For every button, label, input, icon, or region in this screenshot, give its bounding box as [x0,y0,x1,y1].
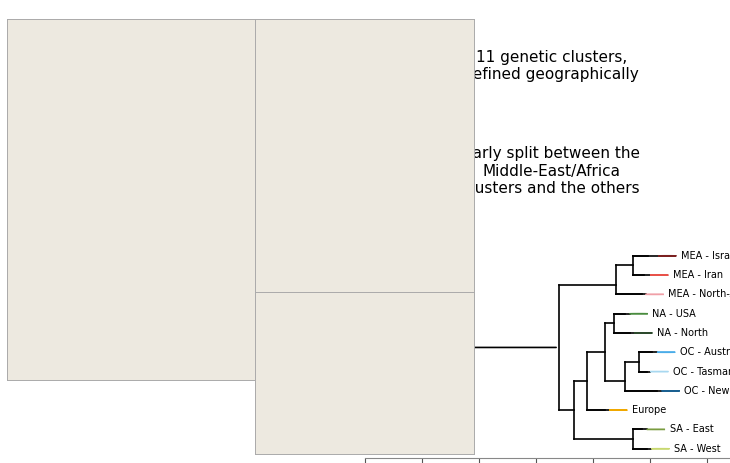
Text: Europe: Europe [632,405,666,415]
Text: NA - USA: NA - USA [653,309,696,319]
Text: Early split between the
Middle-East/Africa
clusters and the others: Early split between the Middle-East/Afri… [462,146,640,196]
Text: SA - East: SA - East [669,425,713,434]
Text: MEA - Israel: MEA - Israel [681,251,730,261]
Text: OC - Australia: OC - Australia [680,347,730,357]
Text: 11 genetic clusters,
defined geographically: 11 genetic clusters, defined geographica… [464,50,639,82]
Text: Z.ardabiliae (Za17): Z.ardabiliae (Za17) [371,351,458,361]
Text: SA - West: SA - West [674,444,721,454]
Text: OC - Tasmania: OC - Tasmania [673,367,730,376]
Text: NA - North: NA - North [657,328,708,338]
Text: MEA - Iran: MEA - Iran [673,270,723,280]
Text: OC - New-Zealand: OC - New-Zealand [685,386,730,396]
Text: MEA - North-Africa: MEA - North-Africa [669,289,730,300]
Text: Z. passerinii (Zpa63): Z. passerinii (Zpa63) [371,334,465,343]
